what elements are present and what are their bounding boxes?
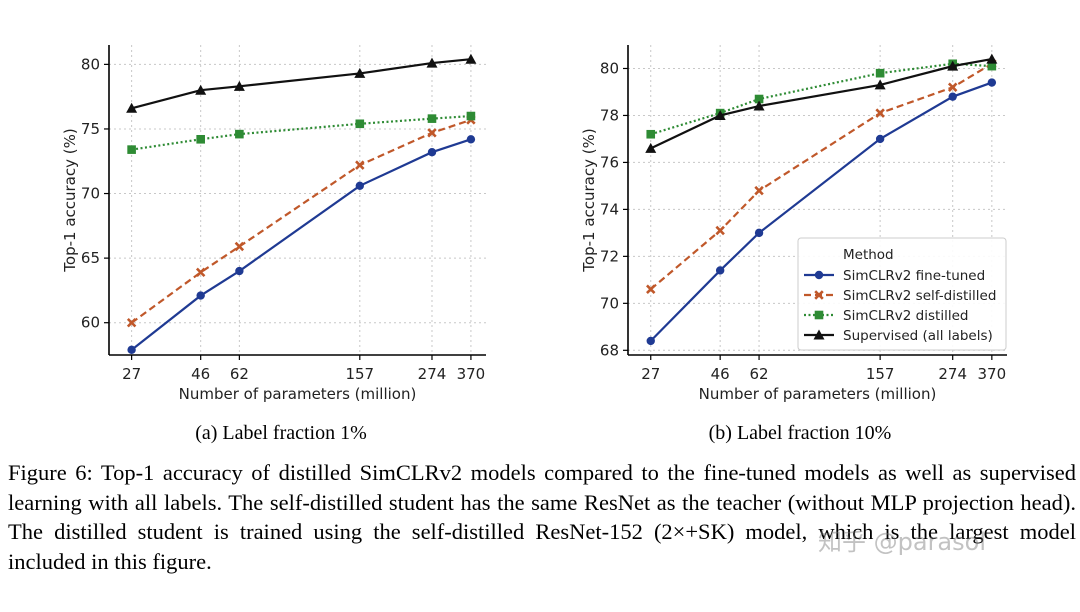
y-tick-label: 80 bbox=[600, 59, 619, 77]
x-tick-label: 370 bbox=[457, 365, 486, 383]
legend-marker-x bbox=[814, 290, 824, 300]
x-tick-label: 157 bbox=[345, 365, 374, 383]
y-tick-label: 70 bbox=[600, 294, 619, 312]
y-tick-label: 76 bbox=[600, 153, 619, 171]
data-point-triangle bbox=[714, 109, 726, 120]
legend-label: SimCLRv2 distilled bbox=[843, 308, 968, 324]
data-point-square bbox=[875, 68, 885, 78]
data-point-triangle bbox=[233, 80, 245, 91]
legend-label: Supervised (all labels) bbox=[843, 328, 993, 344]
data-point-triangle bbox=[947, 60, 959, 71]
y-axis-label: Top-1 accuracy (%) bbox=[580, 128, 598, 272]
data-point-x bbox=[195, 267, 206, 278]
legend-label: SimCLRv2 self-distilled bbox=[843, 288, 996, 304]
x-tick-label: 62 bbox=[230, 365, 249, 383]
data-point-x bbox=[126, 317, 137, 328]
data-point-triangle bbox=[126, 102, 138, 113]
figure-caption: Figure 6: Top-1 accuracy of distilled Si… bbox=[8, 460, 1076, 574]
data-point-x bbox=[646, 284, 656, 294]
data-point-square bbox=[987, 61, 997, 71]
series-line-supervised-all-labels- bbox=[650, 58, 993, 150]
data-point-square bbox=[127, 145, 136, 154]
legend-box bbox=[797, 237, 1007, 351]
data-point-triangle bbox=[986, 53, 998, 64]
data-point-x bbox=[947, 82, 958, 92]
series-line-simclrv2-fine-tuned bbox=[130, 138, 472, 351]
data-point-triangle bbox=[426, 57, 438, 68]
x-tick-label: 27 bbox=[122, 365, 141, 383]
y-tick-label: 70 bbox=[81, 185, 100, 203]
x-axis-label: Number of parameters (million) bbox=[179, 385, 417, 403]
y-tick-label: 80 bbox=[81, 55, 100, 73]
data-point-x bbox=[875, 108, 885, 118]
data-point-square bbox=[235, 129, 244, 139]
data-point-circle bbox=[948, 92, 957, 101]
series-line-simclrv2-self-distilled bbox=[130, 118, 472, 324]
series-line-simclrv2-distilled bbox=[131, 114, 471, 151]
data-point-circle bbox=[127, 345, 136, 355]
data-point-x bbox=[715, 225, 725, 236]
x-tick-label: 46 bbox=[191, 365, 210, 383]
series-line-simclrv2-self-distilled bbox=[650, 62, 993, 291]
x-tick-label: 274 bbox=[938, 365, 967, 383]
y-tick-label: 60 bbox=[81, 314, 100, 332]
data-point-circle bbox=[646, 336, 655, 346]
data-point-circle bbox=[235, 266, 244, 276]
x-tick-label: 62 bbox=[750, 365, 769, 383]
y-tick-label: 78 bbox=[600, 106, 619, 124]
series-line-supervised-all-labels- bbox=[131, 58, 472, 110]
series-line-simclrv2-distilled bbox=[650, 62, 992, 136]
chart-b: 68 70 72 74 76 78 80 27 46 62 157 274 370 Number of p… bbox=[580, 45, 1007, 403]
data-point-x bbox=[355, 160, 365, 170]
data-point-circle bbox=[355, 181, 365, 190]
data-point-square bbox=[754, 94, 764, 104]
data-point-triangle bbox=[874, 79, 886, 90]
y-tick-label: 72 bbox=[600, 247, 619, 265]
data-point-x bbox=[754, 185, 764, 196]
legend-label: SimCLRv2 fine-tuned bbox=[843, 268, 985, 284]
y-tick-label: 74 bbox=[600, 200, 619, 218]
series-line-simclrv2-fine-tuned bbox=[649, 81, 993, 342]
data-point-triangle bbox=[195, 84, 207, 95]
subcaption-b: (b) Label fraction 10% bbox=[709, 422, 892, 444]
data-point-triangle bbox=[645, 142, 657, 153]
data-point-square bbox=[646, 129, 656, 139]
x-tick-label: 370 bbox=[978, 365, 1007, 383]
x-tick-label: 27 bbox=[641, 365, 660, 383]
data-point-circle bbox=[875, 134, 885, 144]
legend-title: Method bbox=[843, 247, 894, 263]
x-tick-label: 46 bbox=[711, 365, 730, 383]
data-point-circle bbox=[427, 148, 437, 157]
data-point-circle bbox=[466, 135, 476, 144]
legend-marker-square bbox=[814, 310, 824, 320]
data-point-square bbox=[427, 114, 437, 123]
data-point-triangle bbox=[354, 67, 366, 78]
x-tick-label: 274 bbox=[418, 365, 447, 383]
y-tick-label: 68 bbox=[600, 341, 619, 359]
x-axis-label: Number of parameters (million) bbox=[699, 385, 937, 403]
y-tick-label: 75 bbox=[81, 120, 100, 138]
chart-a: 60 65 70 75 80 27 46 62 157 274 370 Number of param… bbox=[61, 45, 486, 403]
watermark: 知乎 @parasol bbox=[818, 528, 986, 556]
data-point-square bbox=[355, 119, 365, 129]
data-point-circle bbox=[754, 228, 764, 238]
data-point-triangle bbox=[753, 100, 765, 111]
data-point-x bbox=[427, 128, 437, 138]
x-tick-label: 157 bbox=[866, 365, 895, 383]
legend-marker-circle bbox=[814, 270, 824, 280]
data-point-circle bbox=[987, 78, 997, 87]
legend-marker-triangle bbox=[813, 329, 825, 340]
data-point-circle bbox=[715, 266, 725, 275]
data-point-square bbox=[196, 134, 205, 144]
data-point-square bbox=[466, 111, 476, 121]
data-point-triangle bbox=[465, 53, 477, 64]
y-tick-label: 65 bbox=[81, 249, 100, 267]
data-point-x bbox=[234, 241, 245, 252]
subcaption-a: (a) Label fraction 1% bbox=[195, 422, 367, 444]
data-point-circle bbox=[196, 291, 205, 300]
y-axis-label: Top-1 accuracy (%) bbox=[61, 128, 79, 272]
